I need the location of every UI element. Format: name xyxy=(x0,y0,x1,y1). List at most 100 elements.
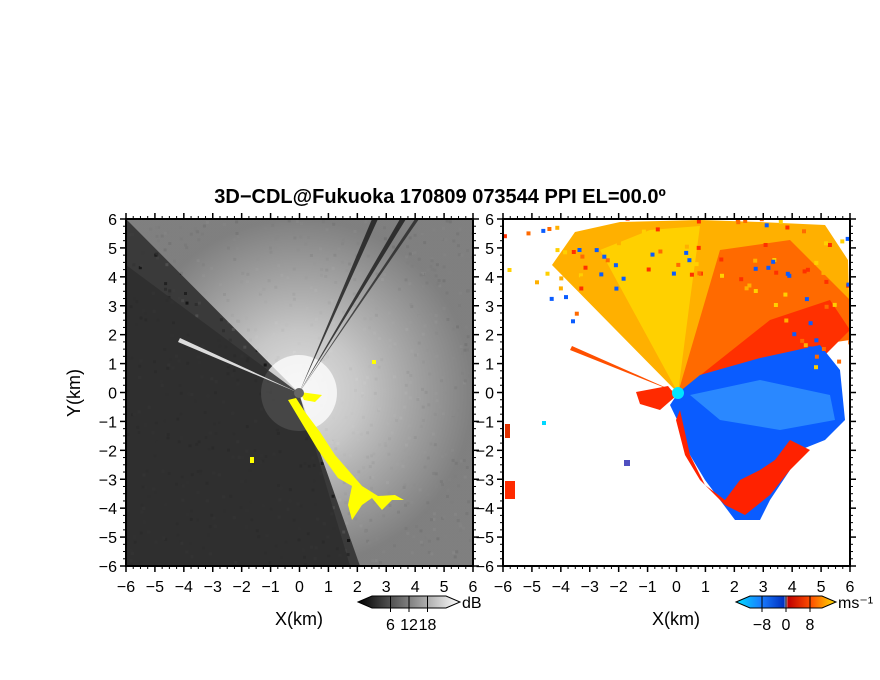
velocity-speckle xyxy=(719,257,724,262)
velocity-speckle xyxy=(594,248,599,253)
velocity-speckle xyxy=(621,228,626,233)
y-tick-label: 5 xyxy=(108,241,117,258)
velocity-speckle xyxy=(652,205,656,209)
x-tick-label: −2 xyxy=(233,579,251,596)
noise-pixel xyxy=(337,511,341,515)
velocity-field xyxy=(503,173,859,566)
reflectivity-dark-beam xyxy=(299,219,378,393)
velocity-speckle xyxy=(696,219,701,224)
velocity-speckle xyxy=(526,231,531,236)
velocity-speckle xyxy=(650,252,655,257)
velocity-speckle xyxy=(583,265,588,270)
colorbar-tick-label: 0 xyxy=(782,617,791,634)
velocity-speckle xyxy=(785,271,790,276)
velocity-speckle xyxy=(814,338,819,343)
reflectivity-colorbar-ticks: 6 12 18 xyxy=(386,596,437,634)
reflectivity-yellow-overlay xyxy=(288,398,404,520)
noise-pixel xyxy=(185,301,189,305)
velocity-speckle xyxy=(734,173,738,177)
velocity-speckle xyxy=(599,272,604,277)
y-tick-label: −6 xyxy=(476,559,494,576)
velocity-speckle xyxy=(541,228,546,233)
velocity-speckle xyxy=(753,266,758,271)
velocity-speckle xyxy=(671,271,676,276)
velocity-speckle xyxy=(824,304,829,309)
velocity-speckle xyxy=(845,236,850,241)
noise-pixel xyxy=(231,327,235,331)
noise-pixel xyxy=(141,251,145,255)
x-tick-label: 1 xyxy=(701,579,710,596)
velocity-speckle xyxy=(624,460,630,466)
velocity-speckle xyxy=(773,303,778,307)
velocity-speckle xyxy=(503,234,507,239)
noise-pixel xyxy=(140,263,144,267)
noise-pixel xyxy=(195,314,199,318)
y-tick-label: 1 xyxy=(108,357,117,374)
velocity-speckle xyxy=(814,354,819,359)
velocity-speckle xyxy=(753,289,758,293)
velocity-speckle xyxy=(684,250,689,255)
reflectivity-dark-beam xyxy=(299,219,406,393)
velocity-speckle xyxy=(658,249,663,254)
velocity-speckle xyxy=(687,258,692,263)
velocity-speckle xyxy=(785,225,790,230)
velocity-speckle xyxy=(771,259,776,264)
y-tick-label: −2 xyxy=(99,443,117,460)
velocity-speckle xyxy=(774,270,779,275)
velocity-speckle xyxy=(574,311,579,316)
velocity-speckle xyxy=(804,297,809,302)
velocity-speckle xyxy=(577,248,582,252)
y-tick-label: 2 xyxy=(108,328,117,345)
noise-pixel xyxy=(222,329,225,333)
velocity-speckle xyxy=(744,286,749,291)
velocity-speckle xyxy=(578,273,583,278)
velocity-speckle xyxy=(764,223,769,228)
velocity-speckle xyxy=(605,258,610,263)
y-tick-label: 3 xyxy=(108,299,117,316)
velocity-speckle xyxy=(580,276,585,281)
velocity-speckle xyxy=(741,175,745,179)
noise-pixel xyxy=(164,287,167,291)
velocity-speckle xyxy=(766,179,770,183)
velocity-speckle xyxy=(547,227,552,231)
velocity-speckle xyxy=(507,268,512,272)
velocity-speckle xyxy=(855,329,859,333)
velocity-speckle xyxy=(763,243,768,247)
reflectivity-colorbar-unit: dB xyxy=(462,595,482,612)
velocity-receding-fringe xyxy=(636,386,676,410)
reflectivity-xlabel: X(km) xyxy=(275,609,323,629)
velocity-speckle xyxy=(803,343,808,348)
colorbar-tick-label: 12 xyxy=(400,617,418,634)
noise-pixel xyxy=(164,282,168,286)
velocity-speckle xyxy=(555,225,560,230)
y-tick-label: 5 xyxy=(485,241,494,258)
velocity-speckle xyxy=(601,273,606,278)
velocity-speckle xyxy=(832,302,837,307)
y-tick-label: 2 xyxy=(485,328,494,345)
x-tick-label: 6 xyxy=(846,579,855,596)
velocity-speckle xyxy=(853,327,857,331)
x-tick-label: −1 xyxy=(638,579,656,596)
chart-title: 3D−CDL@Fukuoka 170809 073544 PPI EL=00.0… xyxy=(214,186,666,208)
velocity-speckle xyxy=(655,227,660,232)
velocity-speckle xyxy=(542,421,546,425)
velocity-axes: −6 −5 −4 −3 −2 −1 0 1 2 3 4 5 6 −6 −5 −4 −3 −2 −1 0 1 2 3 4 5 6 xyxy=(476,212,856,596)
velocity-speckle xyxy=(784,318,789,323)
y-tick-label: −4 xyxy=(476,501,494,518)
noise-pixel xyxy=(263,363,267,367)
x-tick-label: 2 xyxy=(353,579,362,596)
y-tick-label: −3 xyxy=(476,472,494,489)
reflectivity-ylabel: Y(km) xyxy=(64,369,84,417)
reflectivity-yellow-overlay xyxy=(300,392,322,402)
x-tick-label: 5 xyxy=(817,579,826,596)
noise-pixel xyxy=(184,292,187,295)
velocity-speckle xyxy=(563,250,568,255)
velocity-speckle xyxy=(580,254,585,259)
velocity-speckle xyxy=(778,219,783,224)
velocity-speckle xyxy=(802,229,806,234)
noise-pixel xyxy=(132,263,136,267)
velocity-speckle xyxy=(545,271,550,276)
x-tick-label: −4 xyxy=(175,579,193,596)
noise-pixel xyxy=(168,289,172,293)
